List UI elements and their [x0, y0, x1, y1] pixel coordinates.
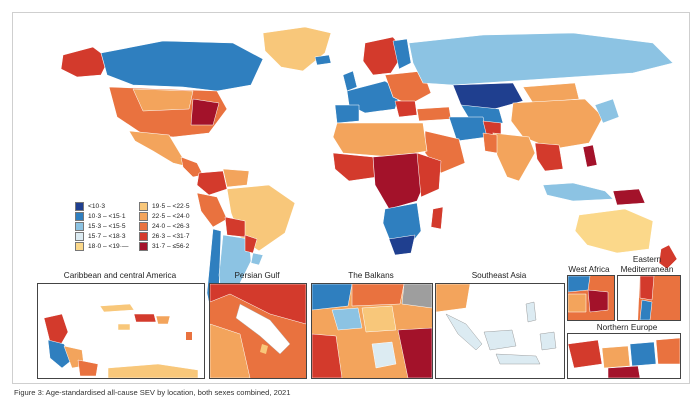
- inset-balkans: [311, 283, 433, 379]
- png-region: [612, 188, 646, 206]
- china-region: [510, 98, 604, 150]
- southeast-asia-region: [534, 142, 564, 172]
- central-america-region: [180, 156, 204, 178]
- legend-item: 10·3 – <15·1: [75, 211, 137, 221]
- legend-swatch: [139, 221, 148, 231]
- figure-caption-text: Age-standardised all-cause SEV by locati…: [43, 388, 291, 397]
- inset-title-persian-gulf: Persian Gulf: [234, 271, 280, 280]
- caribbean-map: [43, 303, 199, 378]
- south-africa-region: [388, 234, 416, 256]
- philippines-region: [582, 144, 598, 168]
- iberia-region: [334, 104, 360, 124]
- legend-label: 15·3 – <15·5: [88, 222, 126, 230]
- legend-item: 31·7 – ≤56·2: [139, 241, 201, 251]
- northern-europe-map: [568, 334, 680, 378]
- pakistan-region: [482, 132, 498, 154]
- legend-swatch: [139, 201, 148, 211]
- legend-swatch: [75, 221, 84, 231]
- russia-region: [408, 32, 674, 86]
- mexico-region: [128, 130, 190, 168]
- legend-label: 31·7 – ≤56·2: [152, 242, 190, 250]
- inset-persian-gulf: [209, 283, 307, 379]
- mongolia-region: [522, 82, 580, 104]
- balkans-region: [394, 100, 418, 118]
- inset-title-mediterranean: Mediterranean: [620, 265, 674, 274]
- figure-caption-label: Figure 3:: [14, 388, 44, 397]
- legend-swatch: [75, 201, 84, 211]
- legend-item: 15·3 – <15·5: [75, 221, 137, 231]
- legend-label: 10·3 – <15·1: [88, 212, 126, 220]
- balkans-map: [312, 284, 432, 378]
- east-africa-region: [416, 152, 442, 198]
- inset-title-west-africa: West Africa: [568, 265, 610, 274]
- legend-label: 18·0 – <19·—: [88, 242, 129, 250]
- west-africa-map: [568, 276, 614, 320]
- inset-title-balkans: The Balkans: [348, 271, 394, 280]
- legend-label: 26·3 – <31·7: [152, 232, 190, 240]
- legend-label: <10·3: [88, 202, 106, 210]
- kazakhstan-region: [452, 82, 524, 112]
- legend-label: 15·7 – <18·3: [88, 232, 126, 240]
- inset-caribbean: [37, 283, 205, 379]
- inset-northern-europe: [567, 333, 681, 379]
- turkey-region: [416, 106, 452, 122]
- canada-region: [100, 40, 264, 92]
- figure-frame: <10·3 10·3 – <15·1 15·3 – <15·5 15·7 – <…: [12, 12, 690, 384]
- finland-region: [392, 38, 412, 70]
- legend-swatch: [139, 211, 148, 221]
- legend-item: 22·5 – <24·0: [139, 211, 201, 221]
- legend-item: 15·7 – <18·3: [75, 231, 137, 241]
- inset-title-eastern: Eastern: [632, 255, 662, 264]
- north-africa-region: [332, 122, 428, 158]
- legend-label: 19·5 – <22·5: [152, 202, 190, 210]
- australia-region: [574, 208, 654, 254]
- alaska-region: [60, 46, 110, 78]
- uk-region: [342, 70, 358, 92]
- legend-swatch: [75, 231, 84, 241]
- inset-title-northern-europe: Northern Europe: [596, 323, 658, 332]
- persian-gulf-map: [210, 284, 306, 378]
- india-region: [492, 132, 536, 182]
- legend-item: 18·0 – <19·—: [75, 241, 137, 251]
- peru-region: [196, 192, 228, 228]
- west-africa-region: [332, 152, 378, 182]
- legend-column-left: <10·3 10·3 – <15·1 15·3 – <15·5 15·7 – <…: [75, 201, 137, 251]
- southeast-asia-map: [436, 284, 557, 365]
- madagascar-region: [430, 206, 444, 230]
- inset-southeast-asia: [435, 283, 565, 379]
- eastern-europe-region: [384, 70, 432, 106]
- legend-item: 26·3 – <31·7: [139, 231, 201, 241]
- legend-swatch: [75, 241, 84, 251]
- greenland-region: [262, 26, 332, 72]
- usa-east-region: [190, 98, 220, 126]
- legend-label: 22·5 – <24·0: [152, 212, 190, 220]
- legend-column-right: 19·5 – <22·5 22·5 – <24·0 24·0 – <26·3 2…: [139, 201, 201, 251]
- legend-swatch: [139, 231, 148, 241]
- venezuela-region: [222, 168, 250, 188]
- indonesia-region: [542, 182, 614, 202]
- iran-region: [448, 116, 488, 142]
- inset-west-africa: [567, 275, 615, 321]
- colombia-region: [196, 170, 228, 196]
- legend-swatch: [75, 211, 84, 221]
- korea-japan-region: [594, 98, 620, 124]
- inset-title-southeast-asia: Southeast Asia: [471, 271, 527, 280]
- legend-label: 24·0 – <26·3: [152, 222, 190, 230]
- legend-swatch: [139, 241, 148, 251]
- legend-item: <10·3: [75, 201, 137, 211]
- inset-eastern-mediterranean: [617, 275, 681, 321]
- eastern-mediterranean-map: [618, 276, 680, 320]
- legend-item: 24·0 – <26·3: [139, 221, 201, 231]
- legend-item: 19·5 – <22·5: [139, 201, 201, 211]
- figure-caption: Figure 3: Age-standardised all-cause SEV…: [14, 388, 291, 397]
- new-zealand-region: [658, 244, 678, 270]
- world-choropleth-map: [60, 26, 678, 314]
- iceland-region: [314, 54, 332, 66]
- uruguay-region: [250, 252, 264, 266]
- inset-title-caribbean: Caribbean and central America: [63, 271, 177, 280]
- usa-north-region: [132, 88, 194, 112]
